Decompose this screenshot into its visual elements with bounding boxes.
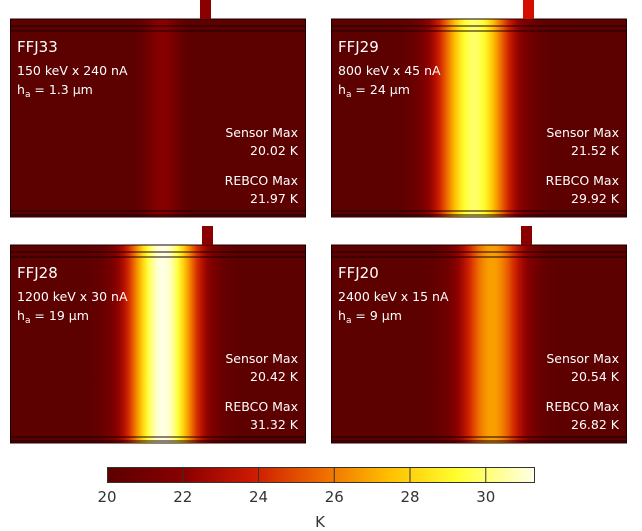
- heatmap-graphic: [331, 226, 627, 444]
- ha-subscript: a: [345, 316, 352, 326]
- panel-title: FFJ33: [17, 38, 58, 56]
- sensor-max-value: 20.02 K: [250, 143, 298, 158]
- ha-depth: ha = 1.3 μm: [17, 82, 93, 100]
- sensor-max-label: Sensor Max: [546, 351, 619, 366]
- ha-subscript: a: [24, 316, 31, 326]
- rebco-max-label: REBCO Max: [224, 173, 298, 188]
- sensor-max-label: Sensor Max: [225, 351, 298, 366]
- ha-symbol: h: [17, 308, 25, 323]
- sensor-tab: [523, 0, 534, 19]
- colorbar-tick-label: 30: [476, 488, 496, 506]
- ha-symbol: h: [338, 82, 346, 97]
- ha-depth: ha = 9 μm: [338, 308, 402, 326]
- ha-value: = 1.3 μm: [30, 82, 93, 97]
- ha-subscript: a: [24, 90, 31, 100]
- ha-value: = 19 μm: [30, 308, 89, 323]
- sensor-tab: [202, 226, 213, 245]
- ha-depth: ha = 19 μm: [17, 308, 89, 326]
- heatmap-graphic: [331, 0, 627, 218]
- colorbar-gradient: [107, 467, 535, 483]
- colorbar-tick-label: 28: [400, 488, 420, 506]
- heatmap-panel-ffj20: FFJ20 2400 keV x 15 nA ha = 9 μm Sensor …: [331, 226, 627, 444]
- beam-parameters: 150 keV x 240 nA: [17, 63, 128, 78]
- panel-title: FFJ20: [338, 264, 379, 282]
- colorbar-tick-label: 24: [248, 488, 269, 506]
- heatmap-panel-ffj33: FFJ33 150 keV x 240 nA ha = 1.3 μm Senso…: [10, 0, 306, 218]
- temperature-field: [10, 18, 306, 218]
- temperature-colorbar: [107, 467, 535, 483]
- temperature-field: [331, 244, 627, 444]
- sensor-max-value: 20.54 K: [571, 369, 619, 384]
- beam-parameters: 2400 keV x 15 nA: [338, 289, 449, 304]
- rebco-max-label: REBCO Max: [224, 399, 298, 414]
- rebco-max-value: 26.82 K: [571, 417, 619, 432]
- panel-title: FFJ28: [17, 264, 58, 282]
- rebco-max-value: 31.32 K: [250, 417, 298, 432]
- ha-depth: ha = 24 μm: [338, 82, 410, 100]
- colorbar-tick-label: 26: [324, 488, 344, 506]
- heatmap-panel-ffj29: FFJ29 800 keV x 45 nA ha = 24 μm Sensor …: [331, 0, 627, 218]
- sensor-max-label: Sensor Max: [546, 125, 619, 140]
- temperature-field: [331, 18, 627, 218]
- sensor-tab: [200, 0, 211, 19]
- colorbar-unit: K: [315, 513, 325, 531]
- colorbar-tick-label: 20: [97, 488, 117, 506]
- heatmap-graphic: [10, 0, 306, 218]
- rebco-max-value: 21.97 K: [250, 191, 298, 206]
- sensor-max-label: Sensor Max: [225, 125, 298, 140]
- ha-value: = 9 μm: [351, 308, 402, 323]
- beam-parameters: 1200 keV x 30 nA: [17, 289, 128, 304]
- temperature-field: [10, 244, 306, 444]
- heatmap-graphic: [10, 226, 306, 444]
- ha-subscript: a: [345, 90, 352, 100]
- ha-symbol: h: [17, 82, 25, 97]
- colorbar-tick-label: 22: [173, 488, 193, 506]
- rebco-max-label: REBCO Max: [545, 399, 619, 414]
- beam-parameters: 800 keV x 45 nA: [338, 63, 441, 78]
- sensor-max-value: 20.42 K: [250, 369, 298, 384]
- sensor-tab: [521, 226, 532, 245]
- colorbar-ticks: [182, 467, 487, 483]
- sensor-max-value: 21.52 K: [571, 143, 619, 158]
- ha-symbol: h: [338, 308, 346, 323]
- rebco-max-label: REBCO Max: [545, 173, 619, 188]
- heatmap-panel-ffj28: FFJ28 1200 keV x 30 nA ha = 19 μm Sensor…: [10, 226, 306, 444]
- ha-value: = 24 μm: [351, 82, 410, 97]
- panel-title: FFJ29: [338, 38, 379, 56]
- rebco-max-value: 29.92 K: [571, 191, 619, 206]
